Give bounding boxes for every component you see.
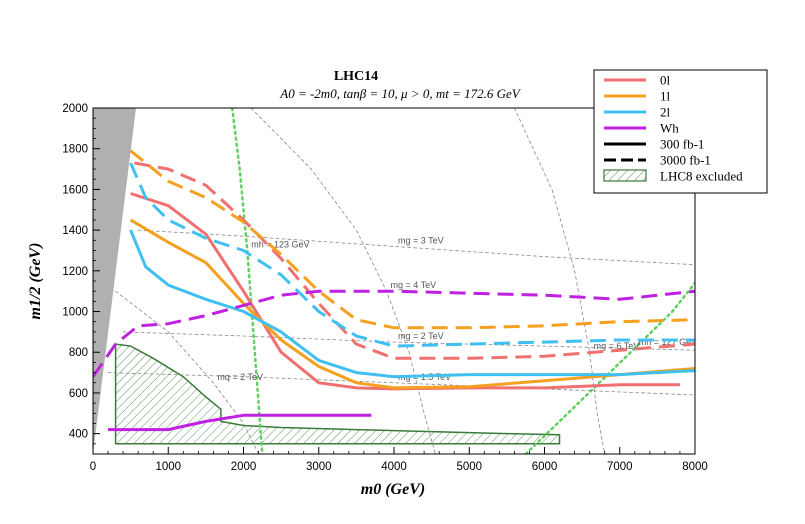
contour-mg-2-tev <box>122 331 695 351</box>
series-1l-300-fb-1 <box>129 218 695 390</box>
lhc8-excluded-layer <box>114 343 561 445</box>
x-tick-label: 7000 <box>607 461 633 473</box>
legend-label-0l: 0l <box>660 73 671 88</box>
contour-label-mg-2-tev: mg = 2 TeV <box>398 331 444 341</box>
chart-title: LHC14 <box>334 69 378 84</box>
contour-mg-6-tev <box>514 108 606 454</box>
contour-mg-3-tev <box>137 229 695 266</box>
legend-label-lhc8-excluded: LHC8 excluded <box>660 169 743 184</box>
legend-label-2l: 2l <box>660 105 671 120</box>
legend-label-wh: Wh <box>660 121 679 136</box>
legend-swatch-lhc8-excluded <box>603 169 647 182</box>
legend-label-300-fb-1: 300 fb-1 <box>660 137 704 152</box>
legend-label-3000-fb-1: 3000 fb-1 <box>660 153 711 168</box>
x-tick-label: 3000 <box>306 461 332 473</box>
x-tick-label: 2000 <box>231 461 257 473</box>
series-1l-3000-fb-1 <box>129 149 695 330</box>
y-tick-label: 1000 <box>62 307 88 319</box>
y-axis-title: m1/2 (GeV) <box>27 243 44 320</box>
series-wh-300-fb-1 <box>108 413 372 432</box>
y-tick-label: 1200 <box>62 266 88 278</box>
x-tick-label: 1000 <box>155 461 181 473</box>
contour-mg-1-5-tev <box>107 372 695 396</box>
x-tick-label: 5000 <box>456 461 482 473</box>
y-tick-label: 600 <box>69 388 88 400</box>
contour-label-mg-3-tev: mg = 3 TeV <box>398 235 444 245</box>
theory-excluded-wedge <box>93 108 136 454</box>
legend-label-1l: 1l <box>660 89 671 104</box>
x-tick-label: 4000 <box>381 461 407 473</box>
lhc8-excluded-region <box>114 343 561 445</box>
y-tick-label: 400 <box>69 429 88 441</box>
x-tick-label: 6000 <box>532 461 558 473</box>
series-layer <box>93 149 695 432</box>
contour-label-mq-2-tev: mq = 2 TeV <box>217 372 263 382</box>
y-tick-label: 2000 <box>62 103 88 115</box>
x-tick-label: 0 <box>90 461 96 473</box>
x-axis-title: m0 (GeV) <box>361 481 425 498</box>
contour-mq-2-tev <box>115 290 260 454</box>
axis-ticks: 0 1000 2000 3000 4000 5000 6000 7000 8000 400 600 8… <box>62 103 707 473</box>
y-tick-label: 800 <box>69 347 88 359</box>
contour-label-mh-127-gev: mh = 127 GeV <box>639 337 697 347</box>
contour-label-mg-6-tev: mg = 6 TeV <box>594 341 640 351</box>
contour-mh-123-gev <box>230 108 264 454</box>
contour-mh-127-gev <box>524 281 695 454</box>
contour-label-mh-123-gev: mh = 123 GeV <box>251 239 309 249</box>
chart-subtitle: A0 = -2m0, tanβ = 10, μ > 0, mt = 172.6 … <box>279 86 522 101</box>
plot-area: mh = 123 GeV mh = 127 GeV mg = 4 TeV mg = 6… <box>93 108 697 454</box>
x-tick-label: 8000 <box>682 461 708 473</box>
series-0l-300-fb-1 <box>130 192 680 391</box>
series-2l-300-fb-1 <box>129 229 695 379</box>
contour-label-mg-4-tev: mg = 4 TeV <box>390 280 436 290</box>
series-2l-3000-fb-1 <box>129 162 695 348</box>
y-tick-label: 1600 <box>62 184 88 196</box>
y-tick-label: 1400 <box>62 225 88 237</box>
y-tick-label: 1800 <box>62 144 88 156</box>
